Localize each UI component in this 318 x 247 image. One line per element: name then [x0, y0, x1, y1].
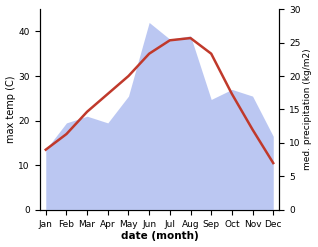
Y-axis label: max temp (C): max temp (C) — [5, 76, 16, 143]
Y-axis label: med. precipitation (kg/m2): med. precipitation (kg/m2) — [303, 49, 313, 170]
X-axis label: date (month): date (month) — [121, 231, 198, 242]
